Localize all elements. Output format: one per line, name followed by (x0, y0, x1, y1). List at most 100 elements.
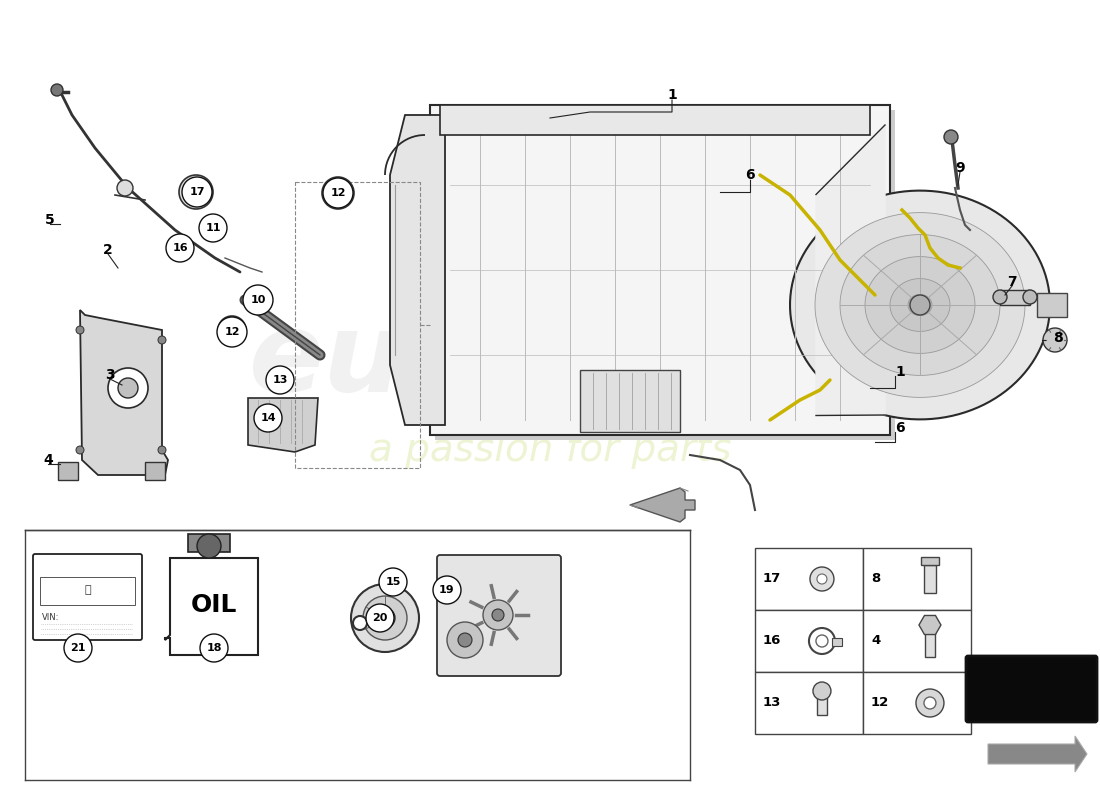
Circle shape (1023, 290, 1037, 304)
Circle shape (76, 446, 84, 454)
Text: 19: 19 (439, 585, 454, 595)
Bar (864, 672, 971, 734)
Circle shape (179, 175, 213, 209)
Bar (864, 610, 971, 672)
Circle shape (810, 567, 834, 591)
Text: 12: 12 (224, 327, 240, 337)
Circle shape (993, 290, 1007, 304)
Text: VIN:: VIN: (42, 614, 59, 622)
Circle shape (447, 622, 483, 658)
Text: 4: 4 (871, 634, 880, 647)
Polygon shape (918, 615, 940, 634)
Circle shape (458, 633, 472, 647)
Text: 8: 8 (871, 573, 880, 586)
Text: 13: 13 (273, 375, 288, 385)
Circle shape (158, 336, 166, 344)
Bar (755, 548, 864, 610)
Bar (40, 577, 135, 605)
Bar (924, 565, 936, 593)
Bar (755, 672, 864, 734)
Circle shape (188, 184, 204, 200)
Text: 4: 4 (43, 453, 53, 467)
Text: 12: 12 (330, 188, 345, 198)
Text: eurospares: eurospares (249, 306, 952, 414)
Polygon shape (390, 115, 446, 425)
Polygon shape (248, 398, 318, 452)
Text: 3: 3 (106, 368, 114, 382)
Bar (817, 691, 827, 715)
Circle shape (363, 596, 407, 640)
Circle shape (379, 568, 407, 596)
Bar (188, 534, 230, 552)
Circle shape (182, 177, 212, 207)
Circle shape (175, 243, 185, 253)
Circle shape (217, 317, 248, 347)
Polygon shape (816, 125, 886, 415)
Polygon shape (165, 558, 258, 655)
Circle shape (944, 130, 958, 144)
Circle shape (218, 316, 246, 344)
Polygon shape (865, 257, 975, 354)
Circle shape (76, 326, 84, 334)
Circle shape (226, 324, 238, 336)
Text: a passion for parts: a passion for parts (368, 431, 732, 469)
Circle shape (492, 609, 504, 621)
Text: 5: 5 (45, 213, 55, 227)
Circle shape (197, 534, 221, 558)
Bar (832, 638, 842, 646)
Text: 6: 6 (895, 421, 905, 435)
Circle shape (323, 178, 353, 208)
Text: 17: 17 (189, 187, 205, 197)
Circle shape (383, 572, 403, 592)
Polygon shape (580, 370, 680, 432)
Circle shape (375, 608, 395, 628)
Text: 13: 13 (763, 697, 781, 710)
Circle shape (910, 295, 930, 315)
Text: 8: 8 (1053, 331, 1063, 345)
Bar (145, 462, 165, 480)
Text: 15: 15 (385, 577, 400, 587)
Text: 9: 9 (955, 161, 965, 175)
Text: 1: 1 (895, 365, 905, 379)
Circle shape (813, 682, 830, 700)
Text: 6: 6 (745, 168, 755, 182)
Text: 14: 14 (261, 413, 276, 423)
Bar (864, 548, 971, 610)
Text: 16: 16 (763, 634, 781, 647)
Circle shape (366, 604, 394, 632)
Polygon shape (908, 294, 932, 315)
Circle shape (388, 577, 398, 587)
Bar (925, 625, 935, 657)
Circle shape (1043, 328, 1067, 352)
Circle shape (254, 404, 282, 432)
Circle shape (322, 177, 354, 209)
Circle shape (483, 600, 513, 630)
Text: ⬛: ⬛ (85, 585, 91, 595)
Text: 16: 16 (173, 243, 188, 253)
Text: 12: 12 (871, 697, 889, 710)
Circle shape (351, 584, 419, 652)
Bar (755, 610, 864, 672)
Circle shape (817, 574, 827, 584)
Bar (921, 557, 939, 565)
Circle shape (808, 628, 835, 654)
Circle shape (169, 237, 191, 259)
Bar (58, 462, 78, 480)
Text: 10: 10 (251, 295, 266, 305)
Circle shape (51, 84, 63, 96)
Polygon shape (790, 190, 1050, 419)
Circle shape (200, 634, 228, 662)
Circle shape (64, 634, 92, 662)
Circle shape (166, 234, 194, 262)
Circle shape (353, 616, 367, 630)
Circle shape (270, 369, 292, 391)
Polygon shape (988, 736, 1087, 772)
Text: 17: 17 (763, 573, 781, 586)
Text: 7: 7 (1008, 275, 1016, 289)
Circle shape (118, 378, 138, 398)
Circle shape (117, 180, 133, 196)
Circle shape (916, 689, 944, 717)
Text: 18: 18 (207, 643, 222, 653)
Polygon shape (1000, 290, 1030, 305)
Text: OIL: OIL (190, 593, 238, 617)
